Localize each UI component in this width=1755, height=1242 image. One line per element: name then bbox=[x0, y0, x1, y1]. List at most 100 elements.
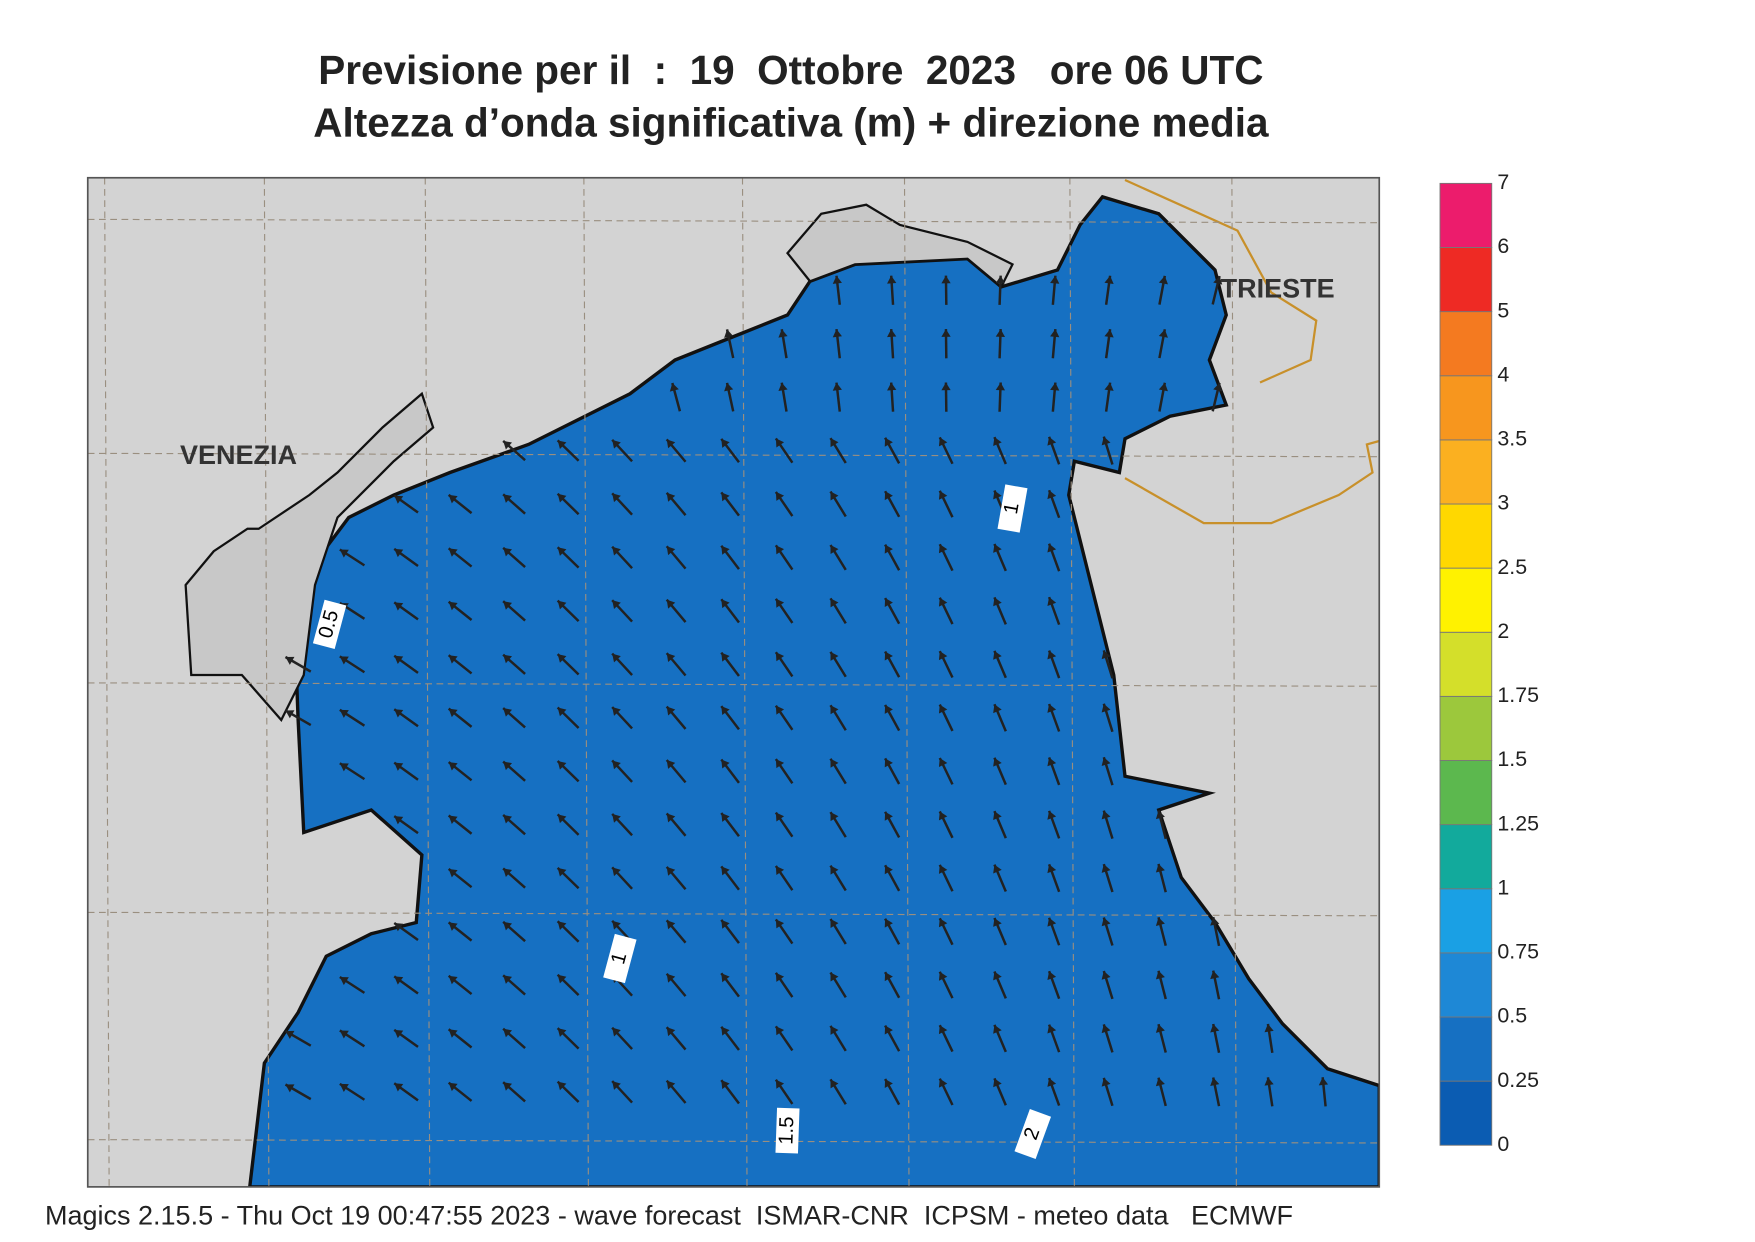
arrow-head bbox=[503, 440, 513, 450]
arrow-head bbox=[612, 707, 621, 716]
arrow-head bbox=[830, 919, 839, 929]
arrow-head bbox=[775, 705, 785, 715]
arrow-head bbox=[339, 549, 349, 558]
arrow-head bbox=[394, 1083, 404, 1092]
arrow-head bbox=[721, 759, 730, 769]
arrow-head bbox=[1101, 917, 1111, 927]
arrow-head bbox=[830, 1079, 839, 1089]
arrow-head bbox=[775, 438, 785, 448]
title: Previsione per il : 19 Ottobre 2023 ore … bbox=[318, 47, 1263, 93]
label-box bbox=[997, 484, 1028, 533]
arrow-head bbox=[557, 867, 567, 877]
arrow-head bbox=[285, 710, 295, 719]
arrow-head bbox=[830, 544, 839, 554]
arrow-head bbox=[1210, 1077, 1220, 1086]
arrow-head bbox=[666, 492, 676, 502]
arrow-head bbox=[557, 493, 567, 503]
legend-swatch bbox=[1439, 247, 1493, 313]
arrow-head bbox=[448, 494, 458, 504]
arrow-head bbox=[1155, 1077, 1165, 1087]
arrow-head bbox=[832, 329, 842, 338]
arrow-head bbox=[557, 921, 567, 930]
legend-level: 3.5 bbox=[1497, 427, 1527, 451]
arrow-head bbox=[721, 652, 730, 662]
arrow-head bbox=[1101, 1077, 1111, 1087]
arrow-head bbox=[993, 757, 1002, 767]
arrow-head bbox=[938, 704, 948, 714]
place-label: TRIESTE bbox=[1221, 273, 1335, 303]
arrow-head bbox=[666, 759, 676, 769]
arrow-head bbox=[884, 811, 893, 821]
arrow-head bbox=[775, 545, 785, 555]
grid-line bbox=[87, 1139, 1380, 1144]
arrow-head bbox=[503, 708, 513, 717]
figure: Previsione per il : 19 Ottobre 2023 ore … bbox=[45, 47, 1539, 1231]
legend-swatch bbox=[1439, 1016, 1493, 1082]
arrow-head bbox=[721, 545, 730, 555]
arrow-head bbox=[721, 919, 730, 929]
arrow-head bbox=[830, 598, 839, 608]
arrow-head bbox=[1158, 275, 1168, 285]
arrow-head bbox=[830, 651, 839, 661]
arrow-head bbox=[993, 597, 1002, 607]
arrow-head bbox=[993, 1078, 1002, 1088]
legend-swatch bbox=[1439, 631, 1493, 697]
contour-label: 2 bbox=[1014, 1109, 1052, 1159]
arrow-head bbox=[1047, 704, 1057, 713]
arrow-head bbox=[993, 437, 1002, 446]
arrow-head bbox=[1155, 970, 1165, 980]
contour-label-text: 1 bbox=[607, 950, 631, 967]
arrow-head bbox=[666, 813, 676, 823]
arrow-head bbox=[1155, 1024, 1165, 1033]
arrow-head bbox=[1155, 863, 1165, 873]
footer: Magics 2.15.5 - Thu Oct 19 00:47:55 2023… bbox=[45, 1200, 1293, 1230]
arrow-head bbox=[721, 866, 730, 876]
arrow-head bbox=[1047, 490, 1057, 500]
arrow-head bbox=[1264, 1077, 1274, 1086]
arrow-head bbox=[938, 918, 948, 928]
arrow-head bbox=[1050, 275, 1060, 284]
arrow-head bbox=[887, 329, 897, 338]
arrow-head bbox=[612, 1081, 621, 1090]
arrow-head bbox=[1104, 382, 1114, 391]
arrow-head bbox=[775, 812, 785, 822]
arrow-head bbox=[1101, 970, 1111, 980]
arrow-head bbox=[775, 759, 785, 769]
arrow-head bbox=[884, 598, 893, 608]
arrow-head bbox=[557, 814, 567, 824]
arrow-head bbox=[503, 761, 513, 771]
arrow-head bbox=[993, 704, 1002, 714]
arrow-head bbox=[721, 706, 730, 716]
grid-line bbox=[87, 911, 1380, 917]
arrow-head bbox=[830, 705, 839, 715]
arrow-head bbox=[612, 439, 621, 449]
arrow-head bbox=[830, 865, 839, 875]
arrow-head bbox=[884, 704, 893, 714]
arrow-head bbox=[938, 544, 948, 554]
arrow-head bbox=[448, 922, 458, 931]
arrow-head bbox=[884, 491, 893, 501]
arrow-head bbox=[830, 758, 839, 768]
arrow-head bbox=[557, 600, 567, 610]
arrow-head bbox=[830, 972, 839, 982]
arrow-head bbox=[503, 494, 513, 503]
arrow-head bbox=[666, 546, 676, 556]
arrow-head bbox=[1213, 382, 1223, 392]
legend-swatch bbox=[1439, 567, 1493, 633]
arrow-head bbox=[1050, 329, 1060, 338]
arrow-head bbox=[995, 275, 1006, 284]
arrow-head bbox=[557, 547, 567, 556]
arrow-head bbox=[721, 973, 730, 983]
arrow-head bbox=[887, 382, 897, 391]
arrow-head bbox=[1047, 543, 1057, 553]
arrow-head bbox=[1158, 382, 1168, 392]
arrow-head bbox=[394, 548, 404, 558]
legend-level: 2.5 bbox=[1497, 555, 1527, 579]
legend-level: 0 bbox=[1497, 1132, 1509, 1156]
arrow-head bbox=[394, 816, 404, 825]
legend-level: 1.5 bbox=[1497, 747, 1527, 771]
arrow-head bbox=[612, 760, 621, 770]
arrow-head bbox=[775, 491, 785, 501]
